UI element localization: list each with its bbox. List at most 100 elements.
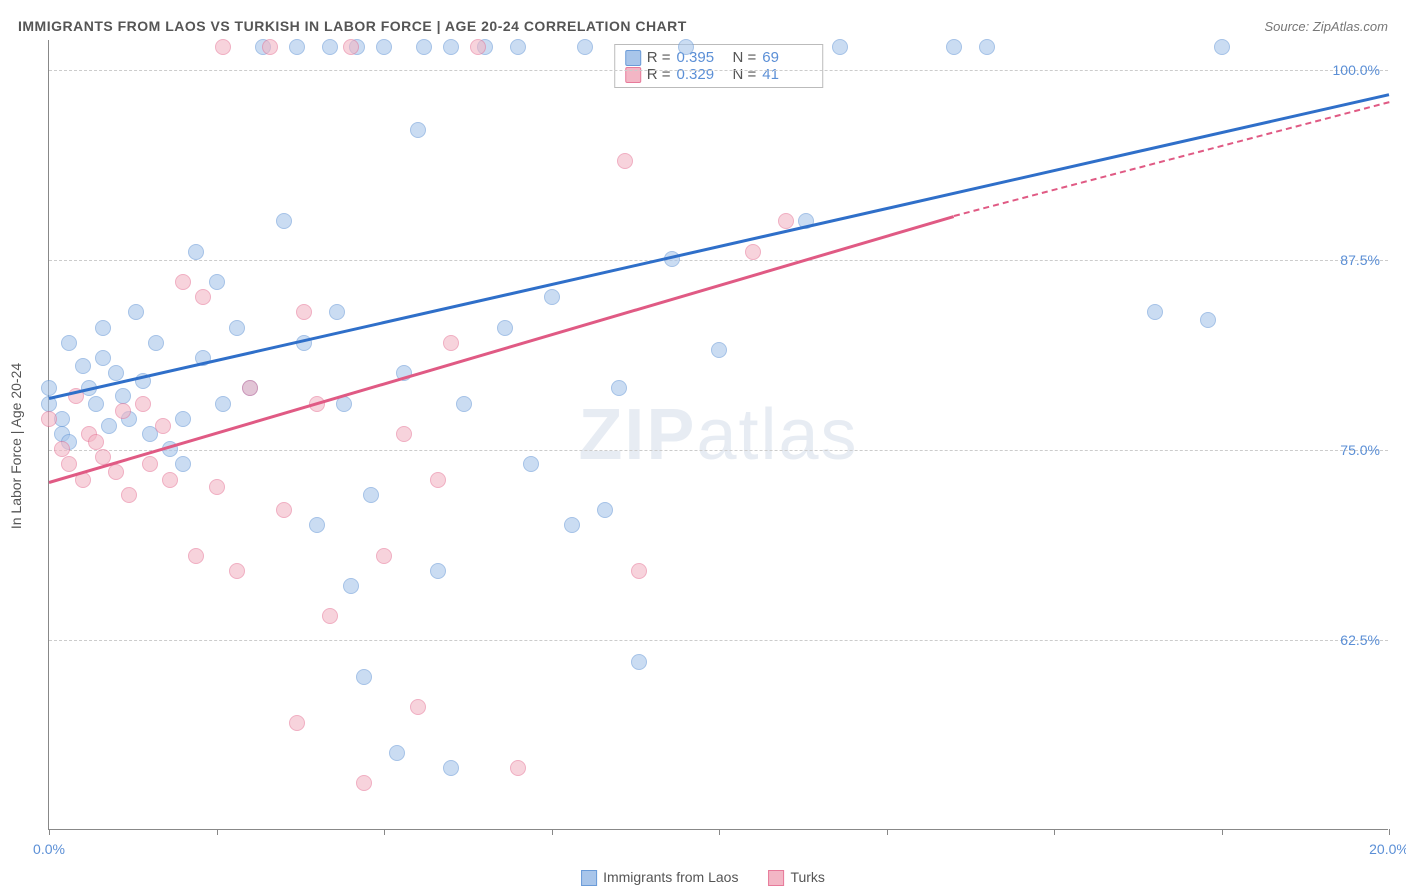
watermark: ZIPatlas — [578, 394, 858, 476]
scatter-point-turks — [376, 548, 392, 564]
scatter-point-laos — [564, 517, 580, 533]
x-tick — [552, 829, 553, 835]
gridline — [49, 70, 1388, 71]
scatter-point-laos — [329, 304, 345, 320]
scatter-point-turks — [175, 274, 191, 290]
scatter-point-turks — [356, 775, 372, 791]
scatter-point-turks — [88, 434, 104, 450]
scatter-point-laos — [88, 396, 104, 412]
y-tick-label: 62.5% — [1340, 632, 1380, 648]
scatter-point-laos — [611, 380, 627, 396]
legend-swatch — [581, 870, 597, 886]
scatter-point-laos — [678, 39, 694, 55]
scatter-point-turks — [215, 39, 231, 55]
scatter-point-turks — [61, 456, 77, 472]
legend-n-label: N = — [733, 49, 757, 66]
x-tick — [1054, 829, 1055, 835]
scatter-point-laos — [108, 365, 124, 381]
scatter-point-turks — [188, 548, 204, 564]
source-name: ZipAtlas.com — [1313, 19, 1388, 34]
legend-r-label: R = — [647, 66, 671, 83]
scatter-point-turks — [54, 441, 70, 457]
legend-r-label: R = — [647, 49, 671, 66]
scatter-point-turks — [155, 418, 171, 434]
scatter-point-laos — [209, 274, 225, 290]
x-tick-label: 0.0% — [33, 841, 65, 857]
scatter-point-turks — [142, 456, 158, 472]
scatter-point-laos — [946, 39, 962, 55]
scatter-point-laos — [95, 350, 111, 366]
scatter-point-turks — [778, 213, 794, 229]
scatter-point-turks — [121, 487, 137, 503]
source-attribution: Source: ZipAtlas.com — [1264, 19, 1388, 34]
scatter-point-laos — [322, 39, 338, 55]
x-tick — [384, 829, 385, 835]
scatter-point-laos — [832, 39, 848, 55]
scatter-point-laos — [41, 380, 57, 396]
scatter-point-turks — [631, 563, 647, 579]
scatter-point-laos — [1147, 304, 1163, 320]
scatter-point-turks — [617, 153, 633, 169]
scatter-point-laos — [128, 304, 144, 320]
x-tick — [1222, 829, 1223, 835]
scatter-point-laos — [416, 39, 432, 55]
scatter-point-laos — [75, 358, 91, 374]
legend-n-value: 69 — [762, 49, 812, 66]
y-tick-label: 75.0% — [1340, 442, 1380, 458]
scatter-point-laos — [309, 517, 325, 533]
legend-r-value: 0.329 — [677, 66, 727, 83]
scatter-point-laos — [597, 502, 613, 518]
scatter-point-laos — [979, 39, 995, 55]
scatter-point-turks — [343, 39, 359, 55]
scatter-point-laos — [711, 342, 727, 358]
gridline — [49, 640, 1388, 641]
legend-row-turks: R = 0.329 N = 41 — [625, 66, 813, 83]
scatter-point-turks — [470, 39, 486, 55]
scatter-point-laos — [389, 745, 405, 761]
scatter-point-laos — [175, 411, 191, 427]
scatter-point-turks — [289, 715, 305, 731]
scatter-point-turks — [443, 335, 459, 351]
scatter-point-laos — [376, 39, 392, 55]
legend-swatch — [625, 50, 641, 66]
scatter-point-laos — [148, 335, 164, 351]
chart-header: IMMIGRANTS FROM LAOS VS TURKISH IN LABOR… — [0, 0, 1406, 40]
scatter-point-turks — [115, 403, 131, 419]
scatter-point-turks — [41, 411, 57, 427]
scatter-point-turks — [510, 760, 526, 776]
scatter-point-turks — [410, 699, 426, 715]
scatter-point-turks — [262, 39, 278, 55]
legend-n-value: 41 — [762, 66, 812, 83]
scatter-point-laos — [523, 456, 539, 472]
scatter-point-turks — [430, 472, 446, 488]
scatter-point-turks — [229, 563, 245, 579]
plot-area: ZIPatlas R =0.395N =69R =0.329N =41 62.5… — [48, 40, 1388, 830]
scatter-point-laos — [577, 39, 593, 55]
legend-swatch — [625, 67, 641, 83]
y-tick-label: 100.0% — [1333, 62, 1380, 78]
legend-item-laos: Immigrants from Laos — [581, 869, 738, 886]
scatter-point-turks — [108, 464, 124, 480]
legend-series-label: Immigrants from Laos — [603, 869, 738, 885]
scatter-point-laos — [175, 456, 191, 472]
trend-line — [953, 101, 1389, 217]
scatter-point-laos — [497, 320, 513, 336]
scatter-point-turks — [745, 244, 761, 260]
scatter-point-laos — [631, 654, 647, 670]
trend-line — [49, 215, 954, 484]
scatter-point-laos — [356, 669, 372, 685]
scatter-point-turks — [135, 396, 151, 412]
scatter-point-laos — [215, 396, 231, 412]
scatter-point-laos — [343, 578, 359, 594]
scatter-point-laos — [410, 122, 426, 138]
scatter-point-laos — [1200, 312, 1216, 328]
x-tick-label: 20.0% — [1369, 841, 1406, 857]
scatter-point-turks — [276, 502, 292, 518]
watermark-atlas: atlas — [696, 395, 858, 475]
scatter-point-laos — [115, 388, 131, 404]
x-tick — [217, 829, 218, 835]
scatter-point-laos — [289, 39, 305, 55]
legend-n-label: N = — [733, 66, 757, 83]
scatter-point-turks — [322, 608, 338, 624]
scatter-point-laos — [1214, 39, 1230, 55]
